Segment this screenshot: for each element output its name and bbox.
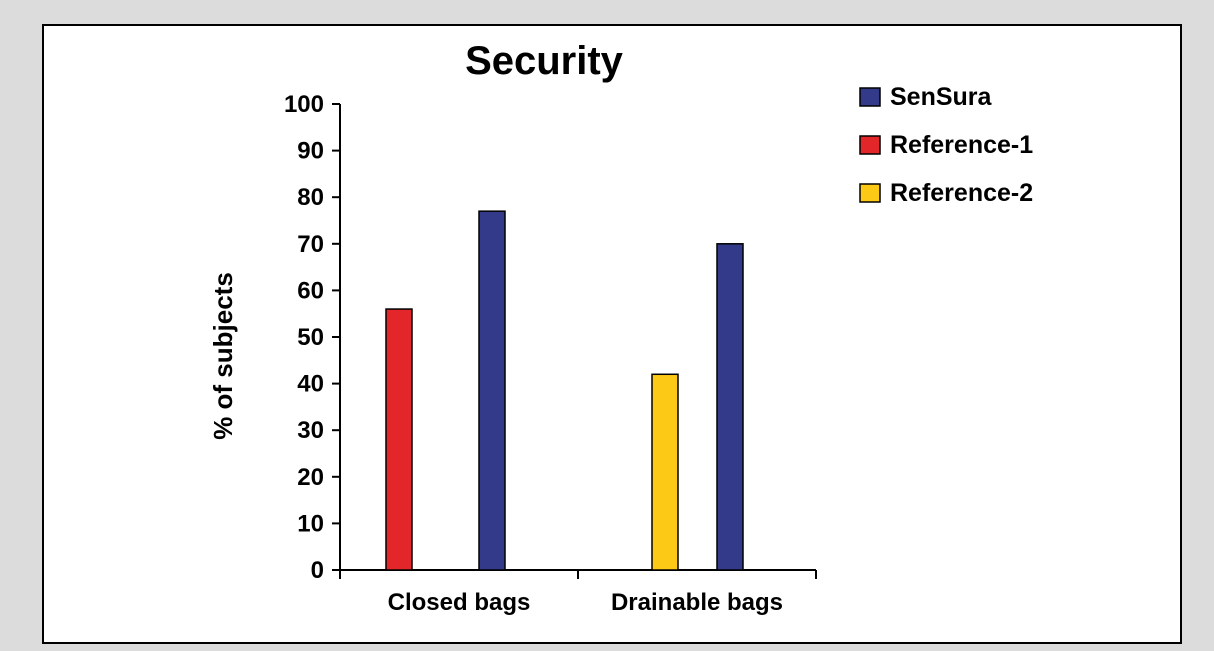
legend-swatch xyxy=(859,135,881,155)
y-tick-label: 50 xyxy=(297,324,324,351)
chart-canvas: Security % of subjects 0 10 20 30 40 50 60 70 80… xyxy=(208,39,1033,616)
bar xyxy=(385,308,413,571)
chart-panel: Security % of subjects 0 10 20 30 40 50 60 70 80… xyxy=(42,24,1182,644)
y-tick-label: 40 xyxy=(297,371,324,398)
legend: SenSura Reference-1 Reference-2 xyxy=(859,83,1033,207)
y-tick-label: 10 xyxy=(297,510,324,537)
bars xyxy=(385,210,744,571)
y-tick-label: 70 xyxy=(297,231,324,258)
legend-swatch xyxy=(859,87,881,107)
chart-title: Security xyxy=(465,39,624,83)
y-tick-label: 90 xyxy=(297,138,324,165)
y-tick-label: 0 xyxy=(311,557,324,584)
y-tick-label: 80 xyxy=(297,184,324,211)
bar xyxy=(716,243,744,571)
x-category-label: Closed bags xyxy=(388,589,531,616)
legend-label: Reference-1 xyxy=(890,131,1033,159)
bar xyxy=(651,373,679,571)
bar xyxy=(478,210,506,571)
legend-swatch xyxy=(859,183,881,203)
legend-label: Reference-2 xyxy=(890,179,1033,207)
y-tick-label: 60 xyxy=(297,277,324,304)
y-tick-label: 30 xyxy=(297,417,324,444)
x-category-label: Drainable bags xyxy=(611,589,783,616)
y-tick-label: 100 xyxy=(284,91,324,118)
y-axis-label: % of subjects xyxy=(208,272,238,440)
y-tick-label: 20 xyxy=(297,464,324,491)
axes: 0 10 20 30 40 50 60 70 80 90 100 Closed bags Drainab… xyxy=(284,91,817,616)
legend-label: SenSura xyxy=(890,83,993,111)
